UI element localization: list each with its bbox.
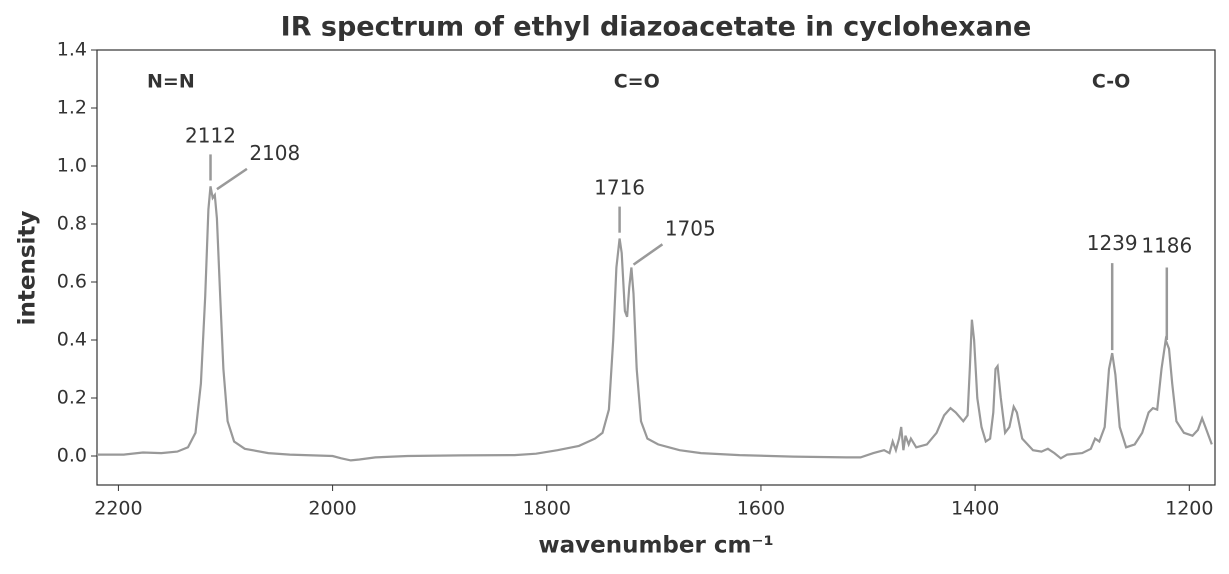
x-tick-label: 1400 (951, 498, 999, 520)
spectrum-line (97, 186, 1213, 462)
x-tick-label: 1200 (1165, 498, 1213, 520)
y-tick-label: 0.2 (57, 387, 87, 409)
group-label: C=O (614, 70, 660, 92)
y-tick-label: 0.6 (57, 271, 87, 293)
y-tick-label: 0.0 (57, 445, 87, 467)
group-label: C-O (1092, 70, 1130, 92)
x-axis-label: wavenumber cm⁻¹ (538, 533, 773, 559)
annotation-label: 1716 (594, 176, 645, 200)
x-tick-label: 1800 (523, 498, 571, 520)
x-tick-label: 2200 (94, 498, 142, 520)
annotation-label: 2112 (185, 124, 236, 148)
y-tick-label: 1.0 (57, 155, 87, 177)
annotation-label: 1705 (665, 216, 716, 240)
y-tick-label: 1.4 (57, 39, 87, 61)
y-axis-label: intensity (15, 211, 41, 326)
annotation-line (216, 167, 248, 191)
y-tick-label: 0.4 (57, 329, 87, 351)
annotation-line (632, 243, 664, 266)
group-label: N=N (147, 70, 195, 92)
annotation-label: 2108 (249, 141, 300, 165)
annotation-label: 1239 (1087, 231, 1138, 255)
plot-frame (96, 49, 1216, 486)
annotation-label: 1186 (1141, 234, 1192, 258)
y-tick-label: 0.8 (57, 213, 87, 235)
x-tick-label: 1600 (737, 498, 785, 520)
x-tick-label: 2000 (308, 498, 356, 520)
chart-title: IR spectrum of ethyl diazoacetate in cyc… (281, 12, 1032, 43)
y-tick-label: 1.2 (57, 97, 87, 119)
